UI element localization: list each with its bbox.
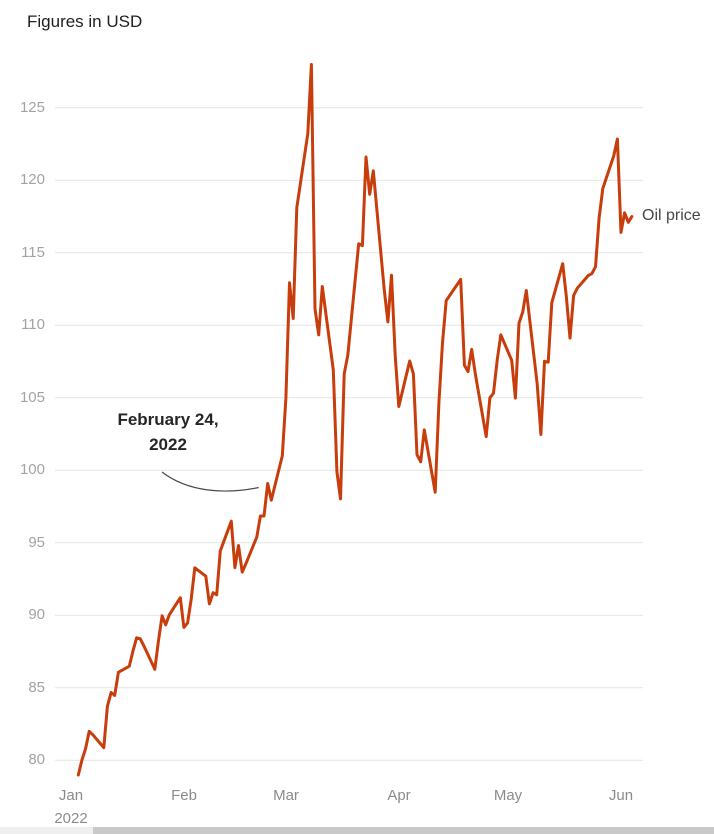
y-axis-label-80: 80: [28, 751, 45, 768]
y-axis-label-90: 90: [28, 606, 45, 623]
chart-title: Figures in USD: [27, 12, 143, 31]
series-label-oil-price: Oil price: [642, 207, 701, 224]
y-axis-label-110: 110: [21, 316, 45, 333]
gridlines: [55, 107, 643, 761]
annotation-february-24: February 24, 2022: [88, 407, 248, 457]
x-axis-label-apr: Apr: [387, 787, 411, 804]
x-axis-year-label: 2022: [54, 810, 88, 827]
x-axis-label-jun: Jun: [608, 787, 634, 804]
x-axis-label-jan: Jan: [58, 787, 84, 804]
y-axis-label-95: 95: [28, 534, 45, 551]
annotation-line-2: 2022: [149, 435, 187, 454]
annotation-pointer-line: [161, 471, 259, 492]
y-axis-label-120: 120: [19, 171, 45, 188]
y-axis-label-115: 115: [21, 244, 45, 261]
x-axis-label-feb: Feb: [171, 787, 197, 804]
x-axis-label-may: May: [493, 787, 523, 804]
y-axis-label-125: 125: [19, 99, 45, 116]
x-axis-label-mar: Mar: [273, 787, 299, 804]
y-axis-label-105: 105: [19, 389, 45, 406]
horizontal-scrollbar-thumb[interactable]: [93, 827, 714, 834]
y-axis-label-85: 85: [28, 679, 45, 696]
oil-price-line: [76, 63, 634, 777]
y-axis-label-100: 100: [19, 461, 45, 478]
annotation-line-1: February 24,: [117, 410, 219, 429]
